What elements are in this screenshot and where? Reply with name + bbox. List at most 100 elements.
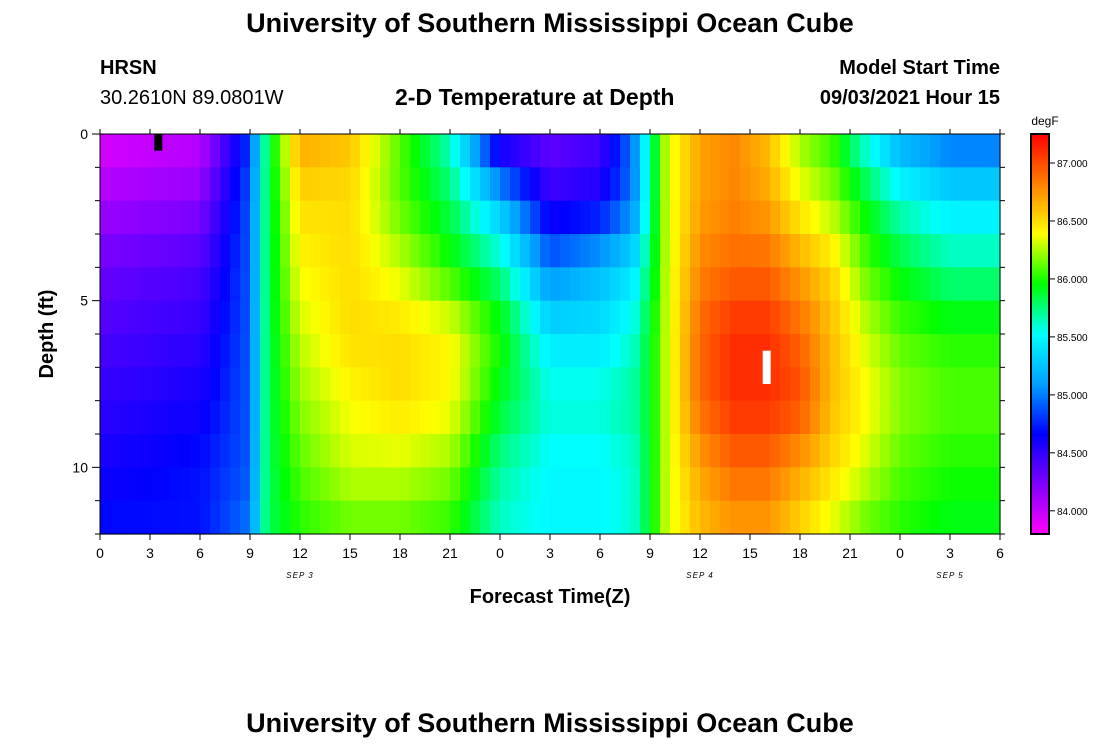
heatmap-cell (920, 234, 931, 268)
heatmap-cell (740, 134, 751, 168)
heatmap-cell (790, 200, 801, 235)
heatmap-cell (200, 200, 211, 235)
x-axis-label: Forecast Time(Z) (470, 586, 631, 608)
heatmap-cell (200, 400, 211, 435)
heatmap-cell (780, 134, 791, 168)
heatmap-cell (390, 267, 401, 302)
heatmap-cell (490, 200, 501, 235)
heatmap-cell (170, 334, 181, 368)
heatmap-cell (610, 334, 621, 368)
heatmap-cell (860, 200, 871, 235)
heatmap-cell (280, 300, 291, 335)
heatmap-cell (100, 434, 111, 468)
heatmap-cell (390, 134, 401, 168)
heatmap-cell (380, 467, 391, 502)
heatmap-cell (980, 134, 991, 168)
heatmap-marker (762, 350, 771, 384)
heatmap-cell (160, 234, 171, 268)
heatmap-cell (700, 434, 711, 468)
heatmap-cell (330, 300, 341, 335)
heatmap-cell (550, 500, 561, 535)
heatmap-cell (270, 267, 281, 302)
heatmap-cell (460, 400, 471, 435)
heatmap-cell (750, 434, 761, 468)
heatmap-cell (590, 167, 601, 202)
heatmap-cell (810, 200, 821, 235)
heatmap-cell (710, 367, 721, 402)
x-tick-label: 3 (546, 545, 554, 561)
heatmap-cell (880, 367, 891, 402)
colorbar-gradient (1030, 133, 1050, 535)
heatmap-cell (410, 434, 421, 468)
heatmap-cell (250, 200, 261, 235)
heatmap-cell (790, 267, 801, 302)
heatmap-cell (950, 434, 961, 468)
heatmap-cell (800, 467, 811, 502)
heatmap-cell (870, 467, 881, 502)
heatmap-cell (370, 434, 381, 468)
heatmap-cell (900, 334, 911, 368)
heatmap-cell (950, 300, 961, 335)
heatmap-cell (940, 334, 951, 368)
heatmap-cell (370, 300, 381, 335)
heatmap-cell (350, 134, 361, 168)
heatmap-cell (590, 334, 601, 368)
heatmap-cell (830, 334, 841, 368)
heatmap-cell (450, 167, 461, 202)
heatmap-cell (890, 334, 901, 368)
heatmap-cell (500, 500, 511, 535)
heatmap-cell (640, 234, 651, 268)
heatmap-cell (100, 267, 111, 302)
heatmap-cell (250, 134, 261, 168)
heatmap-cell (910, 300, 921, 335)
heatmap-cell (210, 500, 221, 535)
x-axis: 0 3 6 9 12 15 18 21 0 3 6 9 12 15 18 21 0 3 6 SEP 3 SEP 4 SEP… (96, 129, 1004, 580)
heatmap-cell (520, 500, 531, 535)
heatmap-cell (330, 200, 341, 235)
heatmap-cell (160, 267, 171, 302)
heatmap-cell (500, 267, 511, 302)
heatmap-cell (970, 134, 981, 168)
heatmap-cell (930, 500, 941, 535)
heatmap-cell (510, 167, 521, 202)
heatmap-cell (560, 400, 571, 435)
heatmap-cell (420, 367, 431, 402)
heatmap-cell (390, 300, 401, 335)
heatmap-cell (940, 434, 951, 468)
heatmap-cell (380, 334, 391, 368)
heatmap-cell (180, 167, 191, 202)
heatmap-cell (750, 367, 761, 402)
heatmap-cell (550, 200, 561, 235)
heatmap-cell (200, 267, 211, 302)
heatmap-cell (550, 467, 561, 502)
heatmap-cell (250, 367, 261, 402)
colorbar-tick-label: 84.000 (1057, 507, 1088, 518)
heatmap-cell (470, 167, 481, 202)
heatmap-cell (640, 500, 651, 535)
heatmap-cell (850, 434, 861, 468)
heatmap-cell (790, 500, 801, 535)
heatmap-cell (800, 334, 811, 368)
heatmap-cell (570, 467, 581, 502)
heatmap-cell (630, 134, 641, 168)
heatmap-cell (490, 267, 501, 302)
heatmap-cell (590, 234, 601, 268)
heatmap-cell (680, 367, 691, 402)
heatmap-cell (940, 467, 951, 502)
heatmap-cell (700, 234, 711, 268)
heatmap-cell (400, 300, 411, 335)
heatmap-cell (270, 200, 281, 235)
heatmap-cell (560, 200, 571, 235)
heatmap-cell (270, 300, 281, 335)
heatmap-cell (810, 400, 821, 435)
heatmap-cell (220, 134, 231, 168)
heatmap-cell (230, 434, 241, 468)
heatmap-cell (180, 234, 191, 268)
heatmap-cell (830, 300, 841, 335)
heatmap-cell (850, 367, 861, 402)
heatmap-cell (600, 300, 611, 335)
heatmap-cell (680, 234, 691, 268)
heatmap-cell (980, 500, 991, 535)
heatmap-cell (590, 134, 601, 168)
heatmap-cell (940, 300, 951, 335)
